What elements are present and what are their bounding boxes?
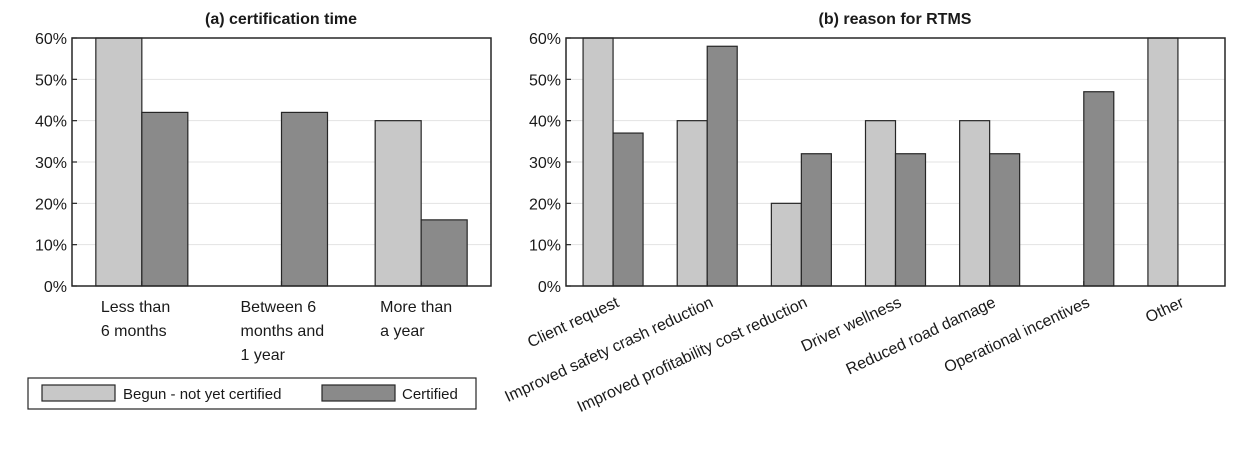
bar-certified [894, 153, 927, 287]
y-tick-label: 0% [538, 279, 561, 296]
bar-certified [420, 219, 468, 287]
y-tick-label: 0% [44, 279, 67, 296]
y-tick-label: 50% [35, 72, 67, 89]
bar-begun [770, 202, 802, 287]
bar-begun [864, 120, 897, 287]
chart-b-y-axis: 0% 10% 20% 30% 40% 50% 60% [529, 31, 571, 296]
bar-begun [95, 37, 143, 287]
bar-begun [676, 120, 708, 287]
x-tick-label: Reduced road damage [844, 294, 999, 378]
y-tick-label: 10% [35, 238, 67, 255]
chart-a-x-axis: Less than 6 months Between 6 months and 1 ye… [101, 281, 452, 364]
legend-label-certified: Certified [402, 386, 458, 403]
y-tick-label: 40% [35, 114, 67, 131]
legend: Begun - not yet certified Certified [27, 377, 477, 410]
y-tick-label: 30% [35, 155, 67, 172]
y-tick-label: 10% [529, 238, 561, 255]
chart-b-title: (b) reason for RTMS [819, 11, 972, 28]
bar-certified [800, 153, 832, 287]
bar-begun [959, 120, 991, 287]
bar-certified [1083, 91, 1115, 287]
x-tick-label: Less than 6 months [101, 299, 170, 340]
x-tick-label: Other [1143, 294, 1187, 327]
y-tick-label: 60% [35, 31, 67, 48]
bar-begun [582, 37, 614, 287]
bar-begun [1147, 37, 1179, 287]
chart-b-bars [582, 37, 1179, 287]
bar-certified [612, 132, 644, 287]
bar-certified [989, 153, 1021, 287]
legend-swatch-begun [41, 384, 116, 402]
y-tick-label: 40% [529, 114, 561, 131]
y-tick-label: 50% [529, 72, 561, 89]
bar-certified [141, 111, 189, 287]
x-tick-label: Between 6 months and 1 year [241, 299, 325, 364]
y-tick-label: 60% [529, 31, 561, 48]
chart-a-bars [95, 37, 468, 287]
y-tick-label: 20% [529, 196, 561, 213]
bar-begun [374, 120, 422, 287]
chart-a-title: (a) certification time [205, 11, 357, 28]
bar-certified [280, 111, 329, 287]
bar-certified [706, 45, 738, 287]
legend-label-begun: Begun - not yet certified [123, 386, 281, 403]
chart-b: (b) reason for RTMS 0% 10% 20% 30% 40% 50% 60%… [502, 11, 1226, 416]
chart-a: (a) certification time 0% 10% 20% 30% 40% 50%… [35, 11, 492, 364]
x-tick-label: More than a year [380, 299, 452, 340]
y-tick-label: 30% [529, 155, 561, 172]
chart-a-y-axis: 0% 10% 20% 30% 40% 50% 60% [35, 31, 77, 296]
legend-swatch-certified [321, 384, 396, 402]
y-tick-label: 20% [35, 196, 67, 213]
